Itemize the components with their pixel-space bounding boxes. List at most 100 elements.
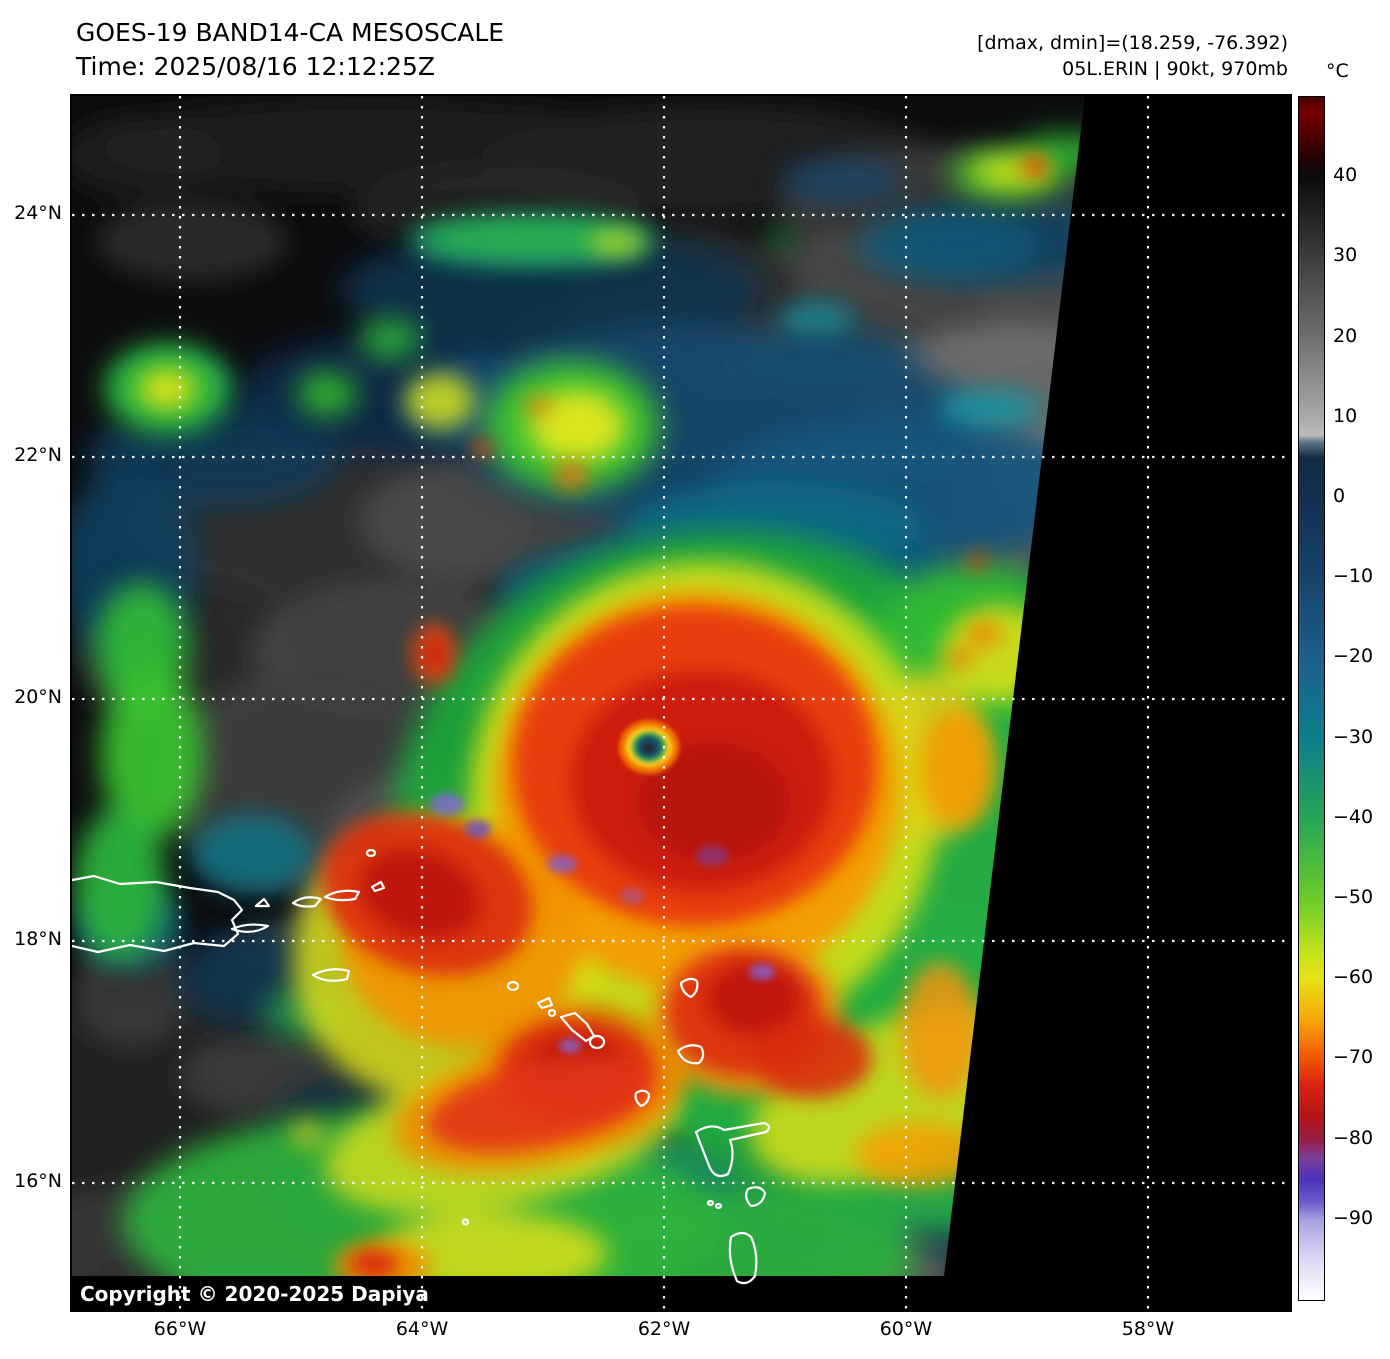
temperature-colorbar (1298, 96, 1325, 1301)
cloud-blob (421, 635, 447, 673)
cloud-blob (430, 793, 464, 815)
cloud-blob (938, 390, 1042, 426)
cloud-blob (554, 464, 588, 488)
colorbar-tick-label: 20 (1333, 324, 1358, 347)
coastline-path (365, 848, 377, 858)
colorbar-tick-label: 0 (1333, 485, 1346, 507)
coastline-path (588, 1034, 606, 1050)
cloud-blob (428, 1056, 656, 1152)
cloud-blob (779, 303, 855, 333)
colorbar-tick-label: −20 (1333, 645, 1374, 668)
cloud-blob (507, 1189, 917, 1285)
cloud-blob (471, 439, 493, 457)
copyright-watermark: Copyright © 2020-2025 Dapiya (80, 1282, 429, 1306)
coastline-path (506, 980, 520, 992)
cloud-blob (727, 329, 917, 393)
longitude-tick-label: 58°W (1121, 1318, 1175, 1340)
colorbar-tick-label: −40 (1333, 805, 1374, 828)
coastline-path (744, 1186, 767, 1208)
cloud-blob (359, 847, 481, 941)
colorbar-tick-label: −70 (1333, 1046, 1374, 1069)
colorbar-tick-label: −90 (1333, 1206, 1374, 1229)
cloud-blob (414, 217, 650, 261)
cloud-blob (525, 397, 551, 415)
cloud-blob (342, 231, 762, 351)
colorbar-tick-label: −50 (1333, 886, 1374, 908)
coastline-path (230, 923, 270, 933)
coastline-path (679, 977, 699, 999)
cloud-blob (968, 553, 986, 569)
cloud-blob (857, 211, 1037, 281)
coastline-path (461, 1218, 470, 1226)
coastline-path (547, 1008, 557, 1018)
purple-overshoots (430, 793, 775, 1053)
figure-title: GOES-19 BAND14-CA MESOSCALE (76, 18, 505, 47)
latitude-tick-label: 24°N (14, 201, 62, 224)
longitude-tick-label: 62°W (637, 1318, 691, 1340)
coastline-path (536, 996, 554, 1010)
cloud-blob (855, 1122, 985, 1186)
colorbar-tick-label: 40 (1333, 164, 1358, 187)
coastline-path (72, 874, 244, 954)
coastline-path (254, 897, 271, 908)
satellite-ir-image (72, 96, 1290, 1310)
cloud-blob (465, 820, 491, 838)
cloud-blob (97, 201, 287, 281)
latitude-tick-label: 22°N (14, 444, 62, 467)
cloud-blob (139, 369, 195, 409)
colorbar-tick-label: −80 (1333, 1126, 1374, 1149)
cloud-blob (559, 1039, 581, 1053)
cloud-blob (547, 855, 577, 873)
cloud-blob (620, 888, 644, 904)
figure-header: GOES-19 BAND14-CA MESOSCALE Time: 2025/0… (76, 16, 504, 84)
cloud-blob (749, 964, 775, 980)
cloud-blob (1027, 161, 1043, 173)
satellite-map-panel: Copyright © 2020-2025 Dapiya (70, 94, 1292, 1312)
coastline-path (323, 889, 361, 902)
coastline-path (676, 1044, 705, 1065)
cloud-blob (360, 319, 420, 359)
figure-time: Time: 2025/08/16 12:12:25Z (76, 52, 435, 81)
cloud-blob (350, 1251, 398, 1277)
cloud-blob (642, 742, 656, 754)
coastline-path (694, 1121, 771, 1178)
cloud-blob (638, 742, 790, 862)
cloud-blob (752, 1018, 872, 1098)
graticule (72, 96, 1290, 1310)
coastline-path (291, 896, 323, 908)
cloud-blob (589, 233, 645, 253)
hurricane-eye (619, 720, 679, 774)
cloud-blob (696, 846, 728, 866)
cloud-blob (900, 963, 980, 1099)
cloud-blob (768, 229, 792, 247)
coastline-path (634, 1089, 651, 1108)
cloud-blob (947, 649, 973, 667)
colorbar-tick-label: −30 (1333, 725, 1374, 748)
cloud-blob (529, 390, 625, 462)
annotation-storm-info: 05L.ERIN | 90kt, 970mb (1062, 58, 1288, 80)
coastline-path (370, 880, 386, 893)
coastline-path (311, 968, 351, 982)
coastlines (72, 848, 771, 1285)
cloud-blob (291, 1123, 323, 1145)
cloud-blob (782, 161, 902, 201)
colorbar-unit-label: °C (1326, 60, 1349, 82)
latitude-tick-label: 18°N (14, 928, 62, 951)
longitude-tick-label: 66°W (153, 1318, 207, 1340)
latitude-tick-label: 16°N (14, 1170, 62, 1193)
colorbar-tick-label: 10 (1333, 404, 1358, 427)
longitude-tick-label: 64°W (395, 1318, 449, 1340)
cloud-blob (297, 372, 357, 416)
figure-annotations: [dmax, dmin]=(18.259, -76.392) 05L.ERIN … (977, 30, 1288, 82)
cloud-blob (920, 708, 996, 828)
cloud-blob (72, 116, 222, 196)
coastline-path (706, 1199, 715, 1207)
colorbar-tick-label: −60 (1333, 966, 1374, 989)
longitude-tick-label: 60°W (879, 1318, 933, 1340)
colorbar-tick-label: 30 (1333, 244, 1358, 267)
cloud-blob (100, 668, 204, 840)
cloud-blob (377, 1212, 607, 1285)
latitude-tick-label: 20°N (14, 685, 62, 708)
colorbar-tick-label: −10 (1333, 565, 1374, 588)
